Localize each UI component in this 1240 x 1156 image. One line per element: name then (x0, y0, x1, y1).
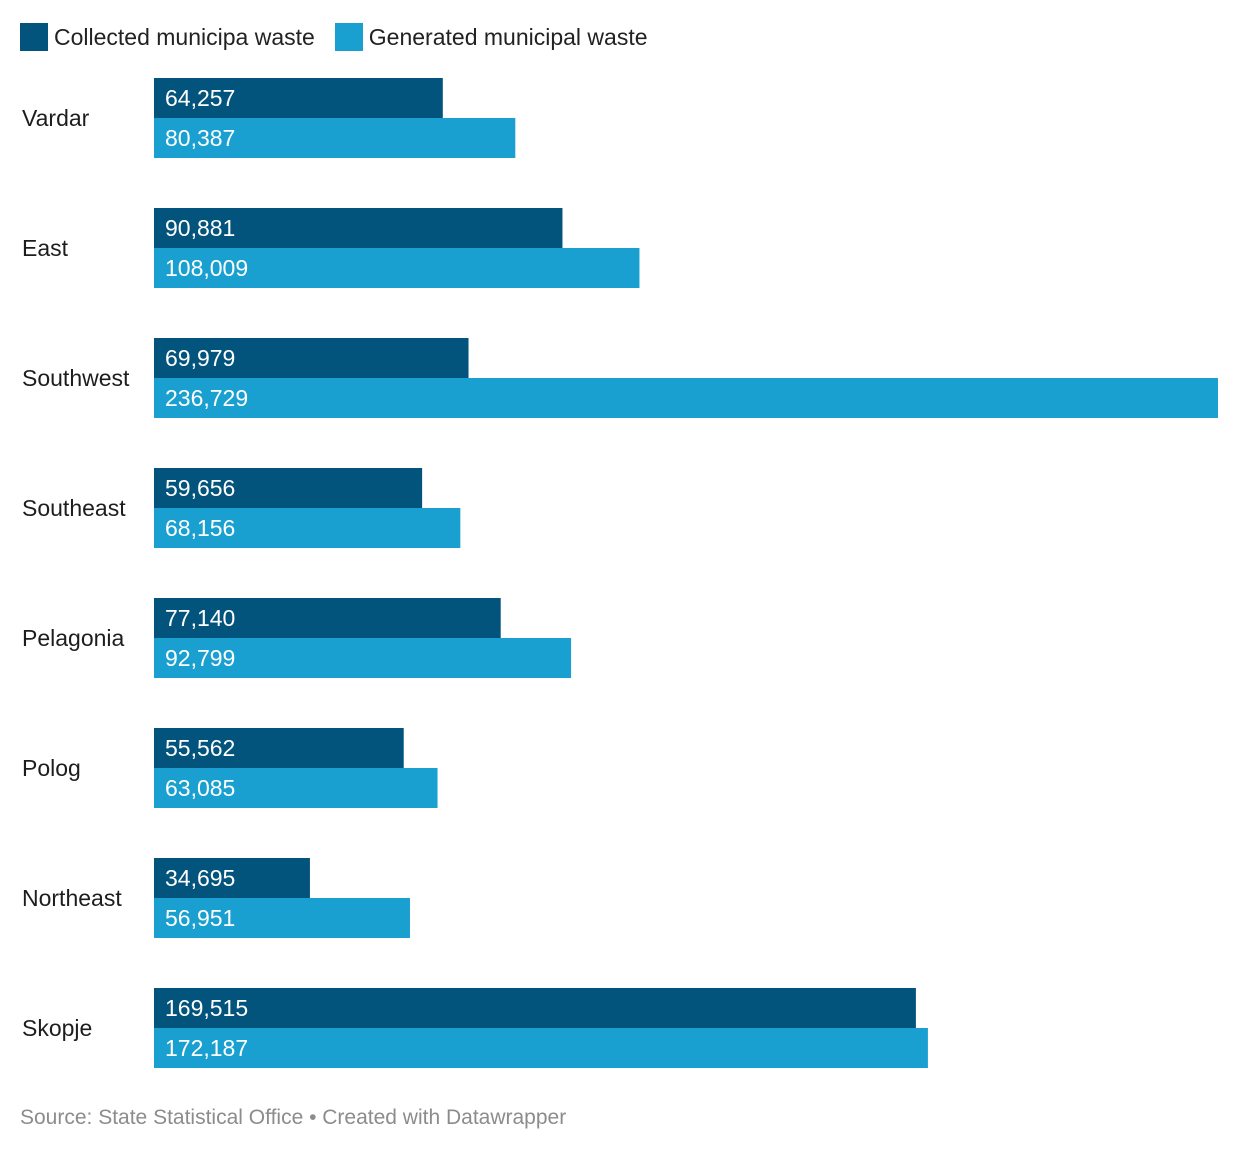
legend-swatch-collected (20, 23, 48, 51)
value-label-collected-pelagonia: 77,140 (165, 605, 235, 631)
bar-generated-southwest (154, 378, 1218, 418)
bar-generated-vardar (154, 118, 516, 158)
value-label-generated-southeast: 68,156 (165, 515, 235, 541)
category-label-southwest: Southwest (22, 365, 130, 391)
bar-generated-east (154, 248, 640, 288)
legend-swatch-generated (334, 23, 363, 51)
bar-generated-skopje (154, 1028, 928, 1068)
legend-item-generated: Generated municipal waste (334, 23, 648, 51)
bar-collected-pelagonia (154, 598, 501, 638)
bar-collected-southeast (154, 468, 423, 508)
value-label-generated-southwest: 236,729 (165, 385, 248, 411)
bar-collected-east (154, 208, 563, 248)
category-label-skopje: Skopje (22, 1015, 92, 1041)
category-label-pelagonia: Pelagonia (22, 625, 125, 651)
legend: Collected municipa waste Generated munic… (20, 22, 668, 52)
category-label-northeast: Northeast (22, 885, 122, 911)
value-label-generated-pelagonia: 92,799 (165, 645, 235, 671)
legend-item-collected: Collected municipa waste (20, 23, 315, 51)
value-label-collected-polog: 55,562 (165, 735, 235, 761)
value-label-collected-northeast: 34,695 (165, 865, 235, 891)
bar-collected-vardar (154, 78, 443, 118)
bar-generated-southeast (154, 508, 461, 548)
value-label-generated-vardar: 80,387 (165, 125, 235, 151)
bar-generated-pelagonia (154, 638, 572, 678)
value-label-collected-skopje: 169,515 (165, 995, 248, 1021)
bar-collected-polog (154, 728, 404, 768)
value-label-generated-east: 108,009 (165, 255, 248, 281)
value-label-collected-vardar: 64,257 (165, 85, 235, 111)
legend-label-collected: Collected municipa waste (54, 23, 315, 50)
bar-collected-northeast (154, 858, 310, 898)
legend-label-generated: Generated municipal waste (368, 23, 648, 50)
value-label-collected-east: 90,881 (165, 215, 235, 241)
bar-collected-skopje (154, 988, 916, 1028)
bar-generated-northeast (154, 898, 410, 938)
value-label-generated-skopje: 172,187 (165, 1035, 248, 1061)
category-label-east: East (22, 235, 69, 261)
bar-generated-polog (154, 768, 438, 808)
value-label-collected-southwest: 69,979 (165, 345, 235, 371)
value-label-collected-southeast: 59,656 (165, 475, 235, 501)
value-label-generated-northeast: 56,951 (165, 905, 235, 931)
source-footer: Source: State Statistical Office • Creat… (20, 1106, 567, 1129)
category-label-vardar: Vardar (22, 105, 90, 131)
category-label-southeast: Southeast (22, 495, 126, 521)
bar-collected-southwest (154, 338, 469, 378)
category-label-polog: Polog (22, 755, 81, 781)
value-label-generated-polog: 63,085 (165, 775, 235, 801)
